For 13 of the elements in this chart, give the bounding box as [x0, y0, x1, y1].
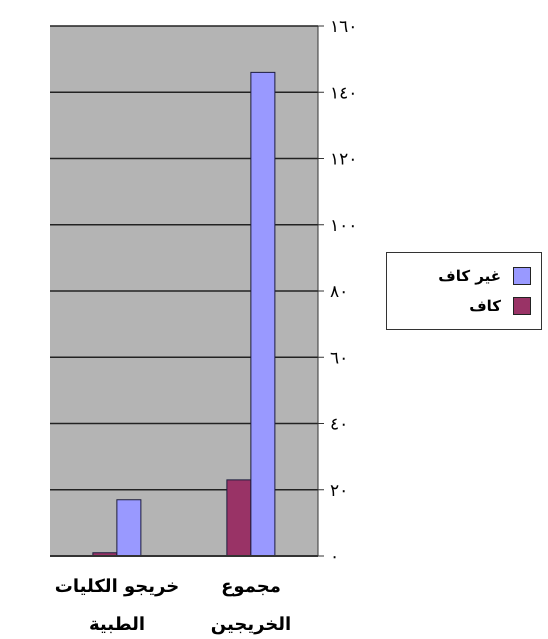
y-tick-label: ٨٠: [330, 282, 348, 302]
legend-label: غير كاف: [438, 267, 501, 285]
y-tick-label: ١٢٠: [330, 150, 358, 170]
y-tick-label: ٠: [330, 547, 340, 567]
y-tick-label: ٢٠: [330, 480, 348, 501]
y-tick-label: ١٤٠: [330, 83, 358, 104]
x-tick-label: مجموع الخريجين: [210, 576, 292, 635]
y-tick-label: ١٦٠: [330, 17, 358, 37]
y-tick-label: ١٠٠: [330, 216, 358, 236]
y-tick-label: ٤٠: [330, 414, 348, 434]
x-tick-label: خريجو الكليات الطبية: [54, 576, 180, 635]
y-tick-label: ٦٠: [330, 348, 348, 368]
legend-label: كاف: [469, 297, 501, 315]
